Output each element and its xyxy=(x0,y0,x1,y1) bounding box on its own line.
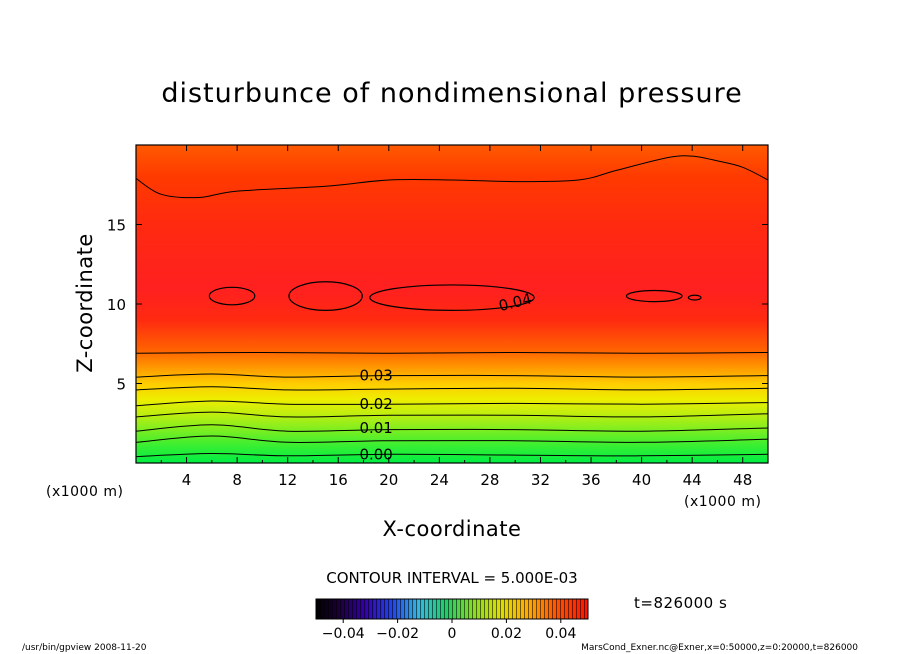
contour-line-1 xyxy=(136,435,768,443)
contour-label-2: 0.02 xyxy=(359,395,392,413)
time-label: t=826000 s xyxy=(634,594,727,612)
x-tick-label-4: 20 xyxy=(379,471,398,489)
closed-contour-1 xyxy=(288,281,363,311)
x-tick-label-5: 24 xyxy=(430,471,449,489)
y-tick-label-1: 10 xyxy=(107,296,126,314)
x-tick-label-8: 36 xyxy=(581,471,600,489)
contour-label-0: 0.00 xyxy=(359,445,392,463)
contour-line-6 xyxy=(136,373,768,378)
x-tick-label-1: 8 xyxy=(232,471,242,489)
colorbar-stripes xyxy=(316,599,588,619)
contour-line-8 xyxy=(136,155,768,199)
colorbar-tick-label-4: 0.04 xyxy=(545,626,576,642)
contour-line-2 xyxy=(136,424,768,432)
footer-left-text: /usr/bin/gpview 2008-11-20 xyxy=(22,643,147,653)
colorbar-tick-label-2: 0 xyxy=(448,626,457,642)
y-axis-ticks: 5 10 15 xyxy=(107,217,126,394)
x-axis-ticks: 4 8 12 16 20 24 28 32 36 40 44 48 xyxy=(182,471,752,489)
plot-area: 0.000.010.020.030.04 xyxy=(135,144,769,464)
colorbar-tick-label-3: 0.02 xyxy=(491,626,522,642)
x-tick-label-3: 16 xyxy=(329,471,348,489)
closed-contour-4 xyxy=(687,294,702,301)
y-tick-label-2: 15 xyxy=(107,217,126,235)
x-tick-label-7: 32 xyxy=(531,471,550,489)
contour-line-4 xyxy=(136,400,768,407)
contour-label-layer: 0.000.010.020.030.04 xyxy=(359,290,533,464)
x-axis-label: X-coordinate xyxy=(383,517,522,541)
x-unit-left: (x1000 m) xyxy=(46,484,123,500)
x-tick-label-0: 4 xyxy=(182,471,192,489)
x-tick-label-6: 28 xyxy=(480,471,499,489)
y-tick-label-0: 5 xyxy=(116,376,126,394)
contour-line-7 xyxy=(136,351,768,354)
chart-title: disturbunce of nondimensional pressure xyxy=(161,78,742,109)
contour-line-0 xyxy=(136,452,768,458)
x-unit-right: (x1000 m) xyxy=(684,494,761,510)
closed-contour-0 xyxy=(208,286,256,306)
contour-label-1: 0.01 xyxy=(359,419,392,437)
y-axis-label: Z-coordinate xyxy=(73,233,97,373)
colorbar-tick-label-1: −0.02 xyxy=(376,626,419,642)
closed-contour-2 xyxy=(369,284,535,311)
closed-contour-3 xyxy=(625,289,683,303)
contour-line-3 xyxy=(136,411,768,418)
x-tick-label-11: 48 xyxy=(733,471,752,489)
colorbar-ticks: −0.04 −0.02 0 0.02 0.04 xyxy=(322,619,576,642)
colorbar: −0.04 −0.02 0 0.02 0.04 xyxy=(315,598,589,642)
colorbar-tick-label-0: −0.04 xyxy=(322,626,365,642)
contour-label-3: 0.03 xyxy=(359,367,392,385)
contour-interval-text: CONTOUR INTERVAL = 5.000E-03 xyxy=(326,569,577,587)
x-tick-label-9: 40 xyxy=(632,471,651,489)
contour-line-5 xyxy=(136,386,768,391)
x-tick-label-10: 44 xyxy=(683,471,702,489)
x-tick-label-2: 12 xyxy=(278,471,297,489)
contour-layer xyxy=(136,155,768,458)
footer-right-text: MarsCond_Exner.nc@Exner,x=0:50000,z=0:20… xyxy=(581,643,858,653)
